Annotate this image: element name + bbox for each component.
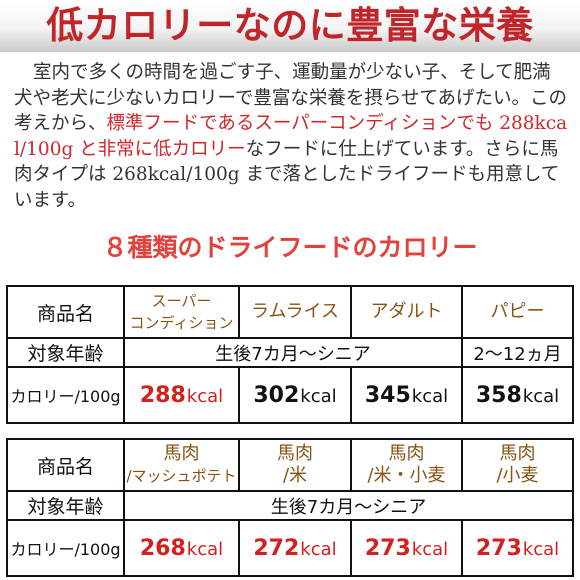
kcal-number: 302 (253, 382, 300, 408)
product-lamb-rice: ラムライス (238, 285, 352, 339)
kcal-value: 288kcal (123, 366, 240, 424)
product-name-line2: /小麦 (496, 465, 539, 486)
kcal-number: 345 (364, 382, 411, 408)
intro-paragraph: 室内で多くの時間を過ごす子、運動量が少ない子、そして肥満犬や老犬に少ないカロリー… (14, 60, 568, 214)
product-row: 商品名 スーパー コンディション ラムライス アダルト パピー (6, 285, 574, 339)
product-name-line1: スーパー (151, 292, 212, 310)
product-row: 商品名 馬肉 /マッシュポテト 馬肉 /米 馬肉 /米・小麦 馬肉 /小麦 (6, 438, 574, 492)
title-banner: 低カロリーなのに豊富な栄養 (0, 0, 580, 52)
kcal-value: 273kcal (350, 519, 463, 577)
age-row: 対象年齢 生後7カ月～シニア 2～12ヵ月 (6, 337, 574, 368)
product-name-line1: 馬肉 (499, 443, 536, 464)
product-name-line1: 馬肉 (277, 443, 313, 464)
calorie-table-2: 商品名 馬肉 /マッシュポテト 馬肉 /米 馬肉 /米・小麦 馬肉 /小麦 対象… (6, 438, 574, 577)
product-header: 商品名 (6, 438, 125, 492)
age-header: 対象年齢 (6, 337, 125, 368)
product-adult: アダルト (350, 285, 463, 339)
kcal-header: カロリー/100g (6, 366, 125, 424)
kcal-unit: kcal (300, 385, 337, 407)
product-name-line1: 馬肉 (388, 443, 425, 464)
product-horse-rice-wheat: 馬肉 /米・小麦 (350, 438, 463, 492)
kcal-unit: kcal (186, 538, 224, 560)
age-header: 対象年齢 (6, 490, 125, 521)
section-title: ８種類のドライフードのカロリー (102, 233, 478, 262)
product-super-condition: スーパー コンディション (123, 285, 240, 339)
product-horse-rice: 馬肉 /米 (238, 438, 352, 492)
kcal-unit: kcal (411, 538, 449, 560)
product-horse-mashed-potato: 馬肉 /マッシュポテト (123, 438, 240, 492)
product-name-line2: コンディション (129, 314, 234, 332)
page-title: 低カロリーなのに豊富な栄養 (46, 3, 534, 47)
kcal-number: 358 (475, 382, 522, 408)
kcal-value: 345kcal (350, 366, 463, 424)
kcal-number: 273 (364, 535, 411, 561)
kcal-number: 288 (139, 382, 186, 408)
intro-highlight: 標準フードであるスーパーコンディションでも 288kcal/100g と非常に低… (14, 113, 568, 160)
kcal-unit: kcal (186, 385, 224, 407)
age-row: 対象年齢 生後7カ月～シニア (6, 490, 574, 521)
product-header: 商品名 (6, 285, 125, 339)
kcal-header: カロリー/100g (6, 519, 125, 577)
product-puppy: パピー (461, 285, 574, 339)
intro-text-before: 室内で多くの時間を過ごす子、運動量が少ない子、そして肥満犬や老犬に少ないカロリー… (14, 62, 567, 135)
kcal-number: 273 (475, 535, 522, 561)
kcal-row: カロリー/100g 268kcal 272kcal 273kcal 273kca… (6, 519, 574, 577)
kcal-unit: kcal (522, 385, 560, 407)
age-value-main: 生後7カ月～シニア (123, 490, 574, 521)
product-name-line2: /米 (282, 465, 308, 486)
kcal-value: 358kcal (461, 366, 574, 424)
calorie-table-1: 商品名 スーパー コンディション ラムライス アダルト パピー 対象年齢 生後7… (6, 285, 574, 424)
age-value-main: 生後7カ月～シニア (123, 337, 463, 368)
product-horse-wheat: 馬肉 /小麦 (461, 438, 574, 492)
product-name-line1: 馬肉 (163, 443, 200, 464)
product-name-line2: /米・小麦 (367, 465, 446, 486)
kcal-value: 268kcal (123, 519, 240, 577)
kcal-row: カロリー/100g 288kcal 302kcal 345kcal 358kca… (6, 366, 574, 424)
kcal-value: 272kcal (238, 519, 352, 577)
kcal-value: 302kcal (238, 366, 352, 424)
age-value-puppy: 2～12ヵ月 (461, 337, 574, 368)
kcal-unit: kcal (522, 538, 560, 560)
kcal-unit: kcal (300, 538, 337, 560)
kcal-value: 273kcal (461, 519, 574, 577)
intro-text-after: なフードに仕上げています。さらに馬肉タイプは 268kcal/100g まで落と… (14, 138, 560, 211)
product-name-line2: /マッシュポテト (126, 467, 237, 485)
kcal-number: 268 (139, 535, 186, 561)
kcal-number: 272 (253, 535, 300, 561)
kcal-unit: kcal (411, 385, 449, 407)
